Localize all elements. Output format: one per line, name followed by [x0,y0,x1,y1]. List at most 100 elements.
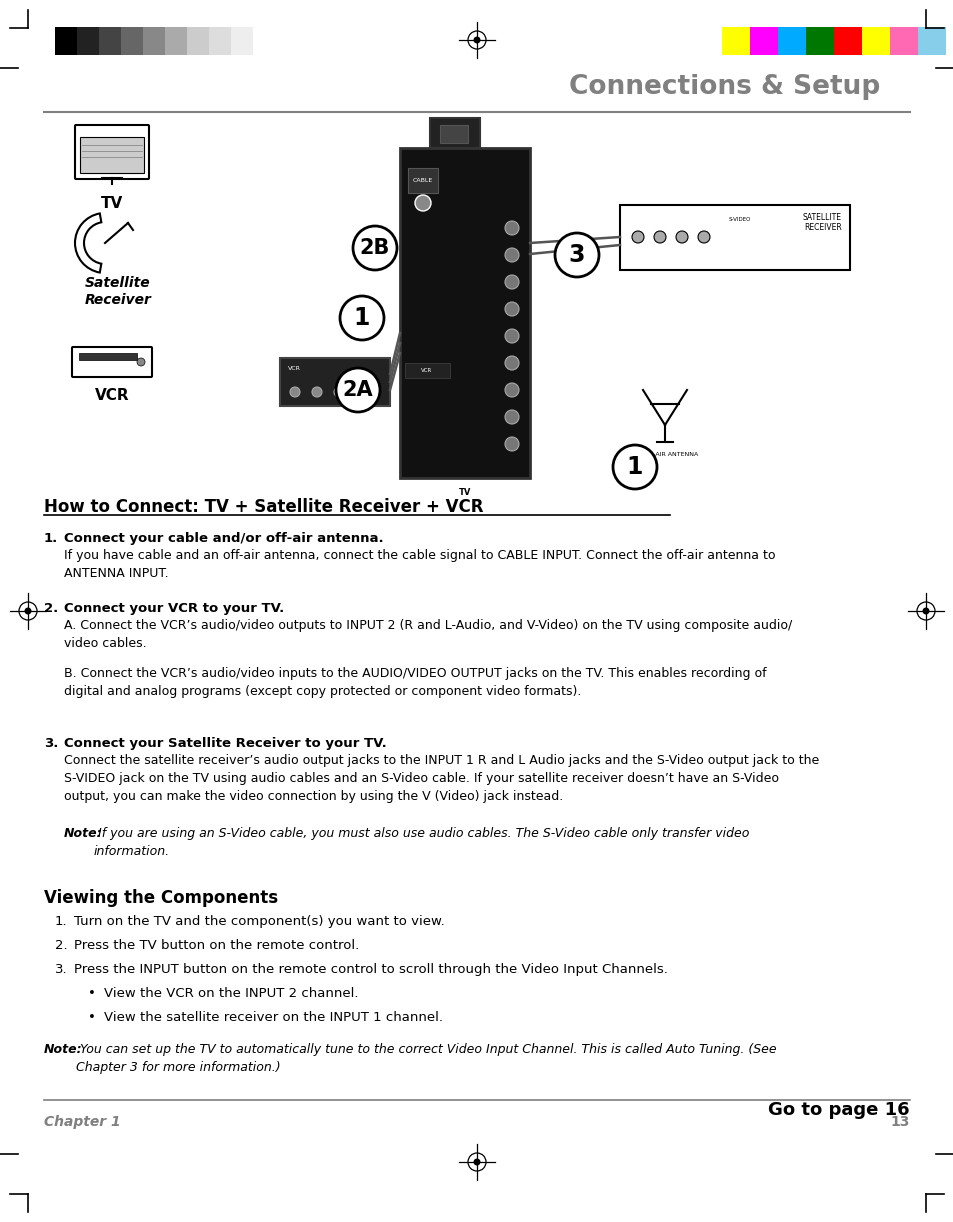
Text: B. Connect the VCR’s audio/video inputs to the AUDIO/VIDEO OUTPUT jacks on the T: B. Connect the VCR’s audio/video inputs … [64,667,766,698]
Bar [430,119,479,148]
Text: Connect the satellite receiver’s audio output jacks to the INPUT 1 R and L Audio: Connect the satellite receiver’s audio o… [64,754,819,803]
Text: Note:: Note: [44,1044,83,1056]
Bar [209,27,231,55]
Circle shape [355,387,366,397]
Text: 13: 13 [890,1114,909,1129]
Circle shape [474,37,479,43]
Text: 1.: 1. [55,915,68,927]
Circle shape [555,233,598,277]
Bar [805,27,833,55]
Text: Press the TV button on the remote control.: Press the TV button on the remote contro… [74,938,359,952]
Text: 2.: 2. [55,938,68,952]
Circle shape [334,387,344,397]
Circle shape [654,231,665,243]
Text: If you have cable and an off-air antenna, connect the cable signal to CABLE INPU: If you have cable and an off-air antenna… [64,549,775,580]
Bar [280,358,390,406]
Bar [77,27,99,55]
Circle shape [312,387,322,397]
Text: Chapter 1: Chapter 1 [44,1114,120,1129]
Circle shape [504,329,518,343]
Circle shape [698,231,709,243]
Circle shape [923,609,928,613]
Text: A. Connect the VCR’s audio/video outputs to INPUT 2 (R and L-Audio, and V-Video): A. Connect the VCR’s audio/video outputs… [64,620,791,650]
Bar [80,137,144,174]
Text: If you are using an S-Video cable, you must also use audio cables. The S-Video c: If you are using an S-Video cable, you m… [94,827,749,858]
Text: TV: TV [101,196,123,211]
Bar [749,27,778,55]
Text: •: • [88,1011,95,1024]
Wedge shape [75,214,101,273]
Bar [408,167,437,193]
Text: Connect your Satellite Receiver to your TV.: Connect your Satellite Receiver to your … [64,737,386,750]
Text: TV: TV [458,488,471,497]
Bar [55,27,77,55]
Bar [99,27,121,55]
Text: Note:: Note: [64,827,103,840]
Bar [778,27,805,55]
Circle shape [631,231,643,243]
Circle shape [25,609,30,613]
Text: SATELLITE
RECEIVER: SATELLITE RECEIVER [802,213,841,232]
Text: 1.: 1. [44,532,58,545]
Circle shape [339,296,384,340]
FancyBboxPatch shape [75,125,149,178]
Circle shape [504,275,518,288]
Text: How to Connect: TV + Satellite Receiver + VCR: How to Connect: TV + Satellite Receiver … [44,499,483,516]
Text: 3.: 3. [44,737,58,750]
Circle shape [474,1160,479,1165]
Text: Connections & Setup: Connections & Setup [568,75,879,100]
Text: View the VCR on the INPUT 2 channel.: View the VCR on the INPUT 2 channel. [104,987,358,1000]
Text: S-VIDEO: S-VIDEO [728,218,750,222]
Text: 1: 1 [354,306,370,330]
Circle shape [415,196,431,211]
Circle shape [504,302,518,316]
Circle shape [335,368,379,412]
Circle shape [504,356,518,370]
Bar [399,148,530,478]
Text: 2.: 2. [44,602,58,615]
Text: VCR: VCR [94,389,130,403]
Text: VCR: VCR [421,369,432,374]
Text: Press the INPUT button on the remote control to scroll through the Video Input C: Press the INPUT button on the remote con… [74,963,667,976]
Bar [165,27,187,55]
Text: 2A: 2A [342,380,373,400]
Circle shape [137,358,145,367]
Text: View the satellite receiver on the INPUT 1 channel.: View the satellite receiver on the INPUT… [104,1011,442,1024]
Circle shape [504,382,518,397]
Bar [405,363,450,378]
Bar [917,27,945,55]
Text: 1: 1 [626,455,642,479]
Text: Connect your VCR to your TV.: Connect your VCR to your TV. [64,602,284,615]
Bar [889,27,917,55]
Bar [619,205,849,270]
Text: 3: 3 [568,243,584,266]
Text: Turn on the TV and the component(s) you want to view.: Turn on the TV and the component(s) you … [74,915,444,927]
FancyBboxPatch shape [71,347,152,378]
Text: Satellite
Receiver: Satellite Receiver [85,276,152,307]
Circle shape [353,226,396,270]
Circle shape [676,231,687,243]
Circle shape [290,387,299,397]
Circle shape [504,411,518,424]
Bar [231,27,253,55]
Text: •: • [88,987,95,1000]
Bar [253,27,274,55]
Bar [862,27,889,55]
Bar [833,27,862,55]
Text: 2B: 2B [359,238,390,258]
Circle shape [504,437,518,451]
Bar [187,27,209,55]
Text: You can set up the TV to automatically tune to the correct Video Input Channel. : You can set up the TV to automatically t… [76,1044,776,1074]
Text: 3.: 3. [55,963,68,976]
Text: VCR: VCR [288,367,300,371]
Text: Viewing the Components: Viewing the Components [44,888,278,907]
Circle shape [613,445,657,489]
Text: OFF-AIR ANTENNA: OFF-AIR ANTENNA [640,452,698,457]
Bar [143,27,165,55]
Text: Go to page 16: Go to page 16 [767,1101,909,1119]
Circle shape [504,221,518,235]
Circle shape [504,248,518,262]
Bar [121,27,143,55]
Text: CABLE: CABLE [413,178,433,183]
Bar [721,27,749,55]
